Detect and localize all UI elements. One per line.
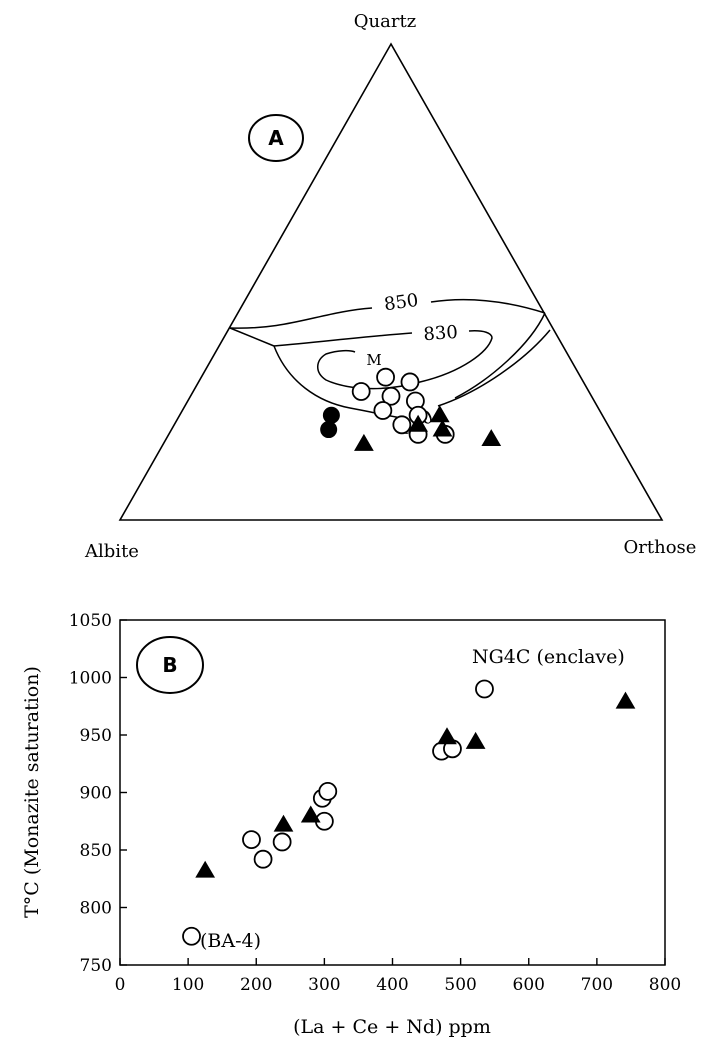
scatter-point-open-circle (182, 926, 201, 946)
scatter-point-open-circle (272, 832, 292, 852)
x-tick-label: 500 (444, 975, 476, 995)
scatter-point-filled-triangle (300, 805, 321, 823)
ternary-point-open-circle (376, 367, 395, 387)
ternary-point-filled-circle (320, 421, 338, 439)
ternary-point-filled-triangle (481, 429, 502, 447)
x-tick-label: 800 (649, 975, 681, 995)
x-tick-label: 300 (308, 975, 340, 995)
ternary-triangle (118, 42, 664, 521)
x-tick-label: 400 (376, 975, 408, 995)
isotherm-850-right (454, 312, 546, 399)
isotherm-label-830: 830 (423, 322, 459, 345)
x-axis-label: (La + Ce + Nd) ppm (293, 1016, 491, 1038)
y-axis-label: T°C (Monazite saturation) (21, 666, 43, 918)
panel-a-letter: A (268, 126, 284, 150)
x-tick-label: 100 (172, 975, 204, 995)
x-tick-label: 700 (581, 975, 613, 995)
scatter-point-open-circle (318, 781, 338, 801)
apex-label-orthose: Orthose (624, 537, 697, 558)
x-tick-label: 0 (115, 975, 126, 995)
y-tick-label: 950 (80, 726, 112, 746)
scatter-point-open-circle (475, 679, 494, 699)
x-tick-label: 200 (240, 975, 272, 995)
scatter-point-open-circle (242, 830, 261, 850)
isotherm-850-lower (437, 329, 551, 407)
apex-label-quartz: Quartz (354, 11, 416, 32)
y-tick-label: 800 (80, 899, 112, 919)
panel-b-letter: B (162, 653, 177, 677)
ternary-point-filled-triangle (354, 433, 374, 451)
panel-b-badge: B (136, 636, 204, 694)
ternary-point-filled-triangle (429, 405, 450, 423)
ternary-point-open-circle (381, 386, 401, 406)
ternary-point-open-circle (351, 382, 371, 401)
isotherm-850-upper (229, 298, 546, 329)
y-axis: 750 800 850 900 950 1000 1050 (69, 611, 127, 976)
ternary-point-filled-triangle (432, 419, 453, 437)
ternary-point-open-circle (373, 401, 393, 420)
y-tick-label: 1000 (69, 669, 112, 689)
x-tick-label: 600 (513, 975, 545, 995)
ternary-point-open-circle (392, 415, 412, 435)
apex-label-albite: Albite (84, 541, 139, 562)
ternary-point-filled-triangle (408, 414, 428, 432)
ternary-diagram: Quartz Albite Orthose A 850 830 850 M (84, 11, 696, 562)
scatter-point-filled-triangle (437, 727, 457, 745)
annotation-ng4c: NG4C (enclave) (472, 646, 625, 668)
scatter-point-filled-triangle (465, 731, 486, 749)
y-tick-label: 850 (80, 841, 112, 861)
scatter-point-filled-triangle (195, 860, 216, 878)
scatter-point-filled-triangle (273, 814, 294, 832)
x-axis: 0 100 200 300 400 500 600 700 800 (115, 958, 681, 995)
isotherm-830 (273, 330, 493, 390)
scatter-point-open-circle (253, 849, 273, 869)
scatter-points (182, 679, 636, 946)
scatter-chart: B 0 100 200 300 400 500 600 700 800 750 800 850 900… (21, 611, 681, 1038)
isotherm-label-850-upper: 850 (383, 290, 420, 316)
panel-a-badge: A (248, 114, 304, 162)
scatter-point-filled-triangle (615, 691, 636, 709)
ternary-point-filled-circle (322, 406, 340, 424)
ternary-point-open-circle (400, 372, 420, 392)
ternary-points (320, 367, 502, 451)
annotation-ba4: (BA-4) (200, 930, 261, 952)
y-tick-label: 900 (80, 784, 112, 804)
inner-label-m: M (366, 351, 381, 369)
y-tick-label: 750 (80, 956, 112, 976)
y-tick-label: 1050 (69, 611, 112, 631)
